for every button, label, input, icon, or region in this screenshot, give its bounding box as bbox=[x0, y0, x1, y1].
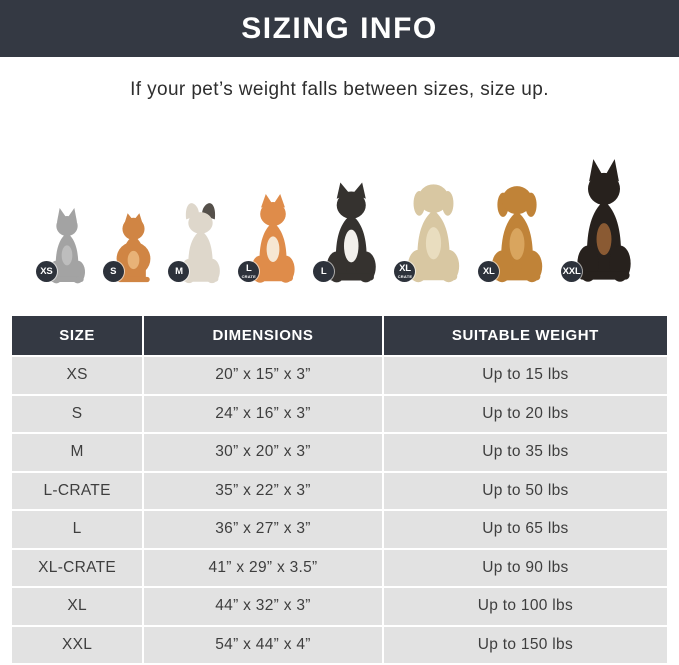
size-badge-m: M bbox=[168, 261, 190, 282]
animal-doberman: XXL bbox=[561, 158, 636, 286]
shiba-inu-illustration bbox=[251, 194, 295, 283]
pet-size-strip: XS S bbox=[0, 120, 679, 292]
size-cell: L bbox=[12, 511, 143, 548]
table-header-row: SIZE DIMENSIONS SUITABLE WEIGHT bbox=[12, 316, 667, 355]
size-cell: XS bbox=[12, 357, 143, 394]
dimensions-cell: 35” x 22” x 3” bbox=[144, 472, 382, 509]
size-badge-xs: XS bbox=[35, 261, 57, 282]
badge-label: M bbox=[175, 265, 183, 277]
badge-label: L bbox=[246, 263, 252, 275]
size-badge-xl: XL bbox=[478, 261, 500, 282]
animal-border-collie: L bbox=[313, 177, 379, 286]
sizing-note: If your pet’s weight falls between sizes… bbox=[130, 79, 549, 100]
weight-cell: Up to 20 lbs bbox=[383, 395, 667, 432]
size-cell: S bbox=[12, 395, 143, 432]
size-cell: M bbox=[12, 434, 143, 471]
table-row: L-CRATE 35” x 22” x 3” Up to 50 lbs bbox=[12, 472, 667, 509]
badge-sub-label: CRATE bbox=[397, 273, 413, 279]
animal-cat: XS bbox=[35, 206, 87, 286]
animal-labrador: XL CRATE bbox=[394, 172, 462, 286]
dimensions-cell: 24” x 16” x 3” bbox=[144, 395, 382, 432]
animal-golden-retriever: XL bbox=[478, 174, 545, 286]
animal-french-bulldog: M bbox=[168, 200, 222, 286]
badge-label: S bbox=[110, 265, 117, 277]
table-row: S 24” x 16” x 3” Up to 20 lbs bbox=[12, 395, 667, 432]
table-row: XL 44” x 32” x 3” Up to 100 lbs bbox=[12, 588, 667, 625]
weight-cell: Up to 100 lbs bbox=[383, 588, 667, 625]
badge-label: XL bbox=[482, 265, 495, 277]
size-badge-l-crate: L CRATE bbox=[238, 261, 260, 282]
weight-cell: Up to 15 lbs bbox=[383, 357, 667, 394]
weight-cell: Up to 65 lbs bbox=[383, 511, 667, 548]
table-row: M 30” x 20” x 3” Up to 35 lbs bbox=[12, 434, 667, 471]
animal-pomeranian: S bbox=[102, 208, 153, 286]
badge-label: XS bbox=[40, 265, 53, 277]
size-badge-l: L bbox=[313, 261, 335, 282]
size-badge-xxl: XXL bbox=[561, 261, 583, 282]
column-header-size: SIZE bbox=[12, 316, 143, 355]
golden-retriever-illustration bbox=[492, 186, 543, 283]
dimensions-cell: 41” x 29” x 3.5” bbox=[144, 549, 382, 586]
table-row: L 36” x 27” x 3” Up to 65 lbs bbox=[12, 511, 667, 548]
table-row: XS 20” x 15” x 3” Up to 15 lbs bbox=[12, 357, 667, 394]
badge-sub-label: CRATE bbox=[241, 273, 257, 279]
doberman-illustration bbox=[577, 159, 631, 282]
badge-label: L bbox=[320, 265, 327, 277]
pomeranian-illustration bbox=[116, 213, 151, 283]
page-title: SIZING INFO bbox=[241, 11, 438, 45]
size-badge-xl-crate: XL CRATE bbox=[394, 261, 416, 282]
page-title-banner: SIZING INFO bbox=[0, 0, 679, 57]
weight-cell: Up to 50 lbs bbox=[383, 472, 667, 509]
border-collie-illustration bbox=[326, 182, 376, 283]
dimensions-cell: 20” x 15” x 3” bbox=[144, 357, 382, 394]
size-cell: L-CRATE bbox=[12, 472, 143, 509]
sizing-table: SIZE DIMENSIONS SUITABLE WEIGHT XS 20” x… bbox=[10, 314, 669, 665]
column-header-dimensions: DIMENSIONS bbox=[144, 316, 382, 355]
size-badge-s: S bbox=[102, 261, 124, 282]
size-cell: XL bbox=[12, 588, 143, 625]
dimensions-cell: 30” x 20” x 3” bbox=[144, 434, 382, 471]
weight-cell: Up to 90 lbs bbox=[383, 549, 667, 586]
column-header-suitable-weight: SUITABLE WEIGHT bbox=[383, 316, 667, 355]
badge-label: XXL bbox=[562, 265, 581, 277]
animal-shiba-inu: L CRATE bbox=[238, 190, 297, 286]
table-row: XL-CRATE 41” x 29” x 3.5” Up to 90 lbs bbox=[12, 549, 667, 586]
badge-label: XL bbox=[399, 263, 411, 275]
weight-cell: Up to 35 lbs bbox=[383, 434, 667, 471]
dimensions-cell: 44” x 32” x 3” bbox=[144, 588, 382, 625]
size-cell: XL-CRATE bbox=[12, 549, 143, 586]
dimensions-cell: 36” x 27” x 3” bbox=[144, 511, 382, 548]
